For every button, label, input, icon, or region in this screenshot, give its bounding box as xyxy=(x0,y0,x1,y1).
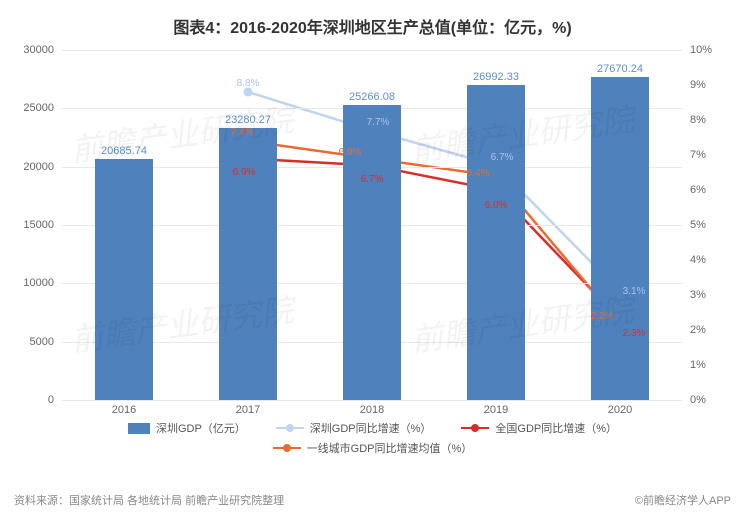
footer: 资料来源：国家统计局 各地统计局 前瞻产业研究院整理 ©前瞻经济学人APP xyxy=(14,492,731,508)
chart-area: 0500010000150002000025000300000%1%2%3%4%… xyxy=(62,50,682,400)
bar xyxy=(95,159,153,400)
legend-item: 深圳GDP同比增速（%） xyxy=(276,420,432,436)
y-right-tick-label: 6% xyxy=(690,184,706,196)
series-value-label: 3.1% xyxy=(623,286,646,297)
bar-value-label: 25266.08 xyxy=(349,91,395,103)
series-value-label: 6.0% xyxy=(485,200,508,211)
legend-label: 全国GDP同比增速（%） xyxy=(495,420,617,436)
gridline xyxy=(62,400,682,401)
y-right-tick-label: 3% xyxy=(690,289,706,301)
series-value-label: 6.4% xyxy=(467,168,490,179)
legend-item: 深圳GDP（亿元） xyxy=(128,420,246,436)
y-left-tick-label: 0 xyxy=(4,394,54,406)
legend: 深圳GDP（亿元） 深圳GDP同比增速（%） 全国GDP同比增速（%） 一线城市GDP… xyxy=(0,420,745,456)
y-left-tick-label: 20000 xyxy=(4,161,54,173)
y-left-tick-label: 30000 xyxy=(4,44,54,56)
footer-source: 资料来源：国家统计局 各地统计局 前瞻产业研究院整理 xyxy=(14,492,284,508)
series-value-label: 7.4% xyxy=(231,127,254,138)
legend-label: 一线城市GDP同比增速均值（%） xyxy=(307,440,473,456)
y-right-tick-label: 7% xyxy=(690,149,706,161)
legend-swatch-line xyxy=(461,422,489,434)
gridline xyxy=(62,50,682,51)
y-left-tick-label: 25000 xyxy=(4,102,54,114)
y-right-tick-label: 10% xyxy=(690,44,712,56)
legend-swatch-line xyxy=(273,442,301,454)
bar-value-label: 26992.33 xyxy=(473,71,519,83)
footer-copyright: ©前瞻经济学人APP xyxy=(635,492,731,508)
bar-value-label: 27670.24 xyxy=(597,63,643,75)
legend-swatch-line xyxy=(276,422,304,434)
x-tick-label: 2020 xyxy=(608,404,632,416)
legend-item: 一线城市GDP同比增速均值（%） xyxy=(273,440,473,456)
series-value-label: 8.8% xyxy=(237,78,260,89)
x-tick-label: 2018 xyxy=(360,404,384,416)
y-left-tick-label: 15000 xyxy=(4,219,54,231)
series-value-label: 6.9% xyxy=(339,147,362,158)
y-right-tick-label: 1% xyxy=(690,359,706,371)
chart-title: 图表4：2016-2020年深圳地区生产总值(单位：亿元，%) xyxy=(0,0,745,44)
bar xyxy=(467,85,525,400)
y-right-tick-label: 9% xyxy=(690,79,706,91)
y-right-tick-label: 2% xyxy=(690,324,706,336)
x-tick-label: 2017 xyxy=(236,404,260,416)
series-value-label: 2.2% xyxy=(591,311,614,322)
bar xyxy=(591,77,649,400)
legend-label: 深圳GDP同比增速（%） xyxy=(310,420,432,436)
series-value-label: 2.3% xyxy=(623,328,646,339)
y-right-tick-label: 4% xyxy=(690,254,706,266)
series-line xyxy=(248,141,620,323)
series-value-label: 6.7% xyxy=(361,174,384,185)
y-right-tick-label: 5% xyxy=(690,219,706,231)
series-line xyxy=(248,159,620,320)
bar-value-label: 23280.27 xyxy=(225,114,271,126)
bar-value-label: 20685.74 xyxy=(101,145,147,157)
y-left-tick-label: 10000 xyxy=(4,277,54,289)
y-right-tick-label: 8% xyxy=(690,114,706,126)
series-value-label: 6.7% xyxy=(491,152,514,163)
y-left-tick-label: 5000 xyxy=(4,336,54,348)
series-value-label: 7.7% xyxy=(367,117,390,128)
series-value-label: 6.9% xyxy=(233,167,256,178)
legend-swatch-bar xyxy=(128,423,150,434)
x-tick-label: 2019 xyxy=(484,404,508,416)
legend-item: 全国GDP同比增速（%） xyxy=(461,420,617,436)
y-right-tick-label: 0% xyxy=(690,394,706,406)
x-tick-label: 2016 xyxy=(112,404,136,416)
legend-label: 深圳GDP（亿元） xyxy=(156,420,246,436)
